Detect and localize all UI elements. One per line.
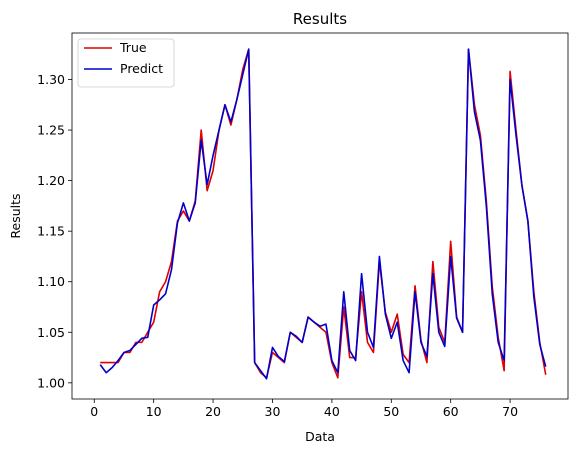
x-axis: 0 10 20 30 40 50 60 70: [90, 399, 518, 419]
y-tick-label: 1.10: [37, 274, 65, 289]
y-axis-label: Results: [8, 193, 23, 238]
chart-title: Results: [293, 10, 347, 28]
legend-box: [77, 38, 175, 88]
x-tick-label: 40: [324, 404, 340, 419]
x-tick-label: 70: [502, 404, 518, 419]
x-tick-label: 20: [205, 404, 221, 419]
series-line-true: [100, 48, 547, 379]
plot-area: [99, 48, 547, 380]
x-tick-label: 30: [265, 404, 281, 419]
series-line-predict: [99, 48, 547, 380]
y-axis: 1.00 1.05 1.10 1.15 1.20 1.25 1.30: [37, 72, 72, 390]
y-tick-label: 1.20: [37, 173, 65, 188]
x-axis-label: Data: [305, 429, 335, 444]
y-tick-label: 1.25: [37, 123, 65, 138]
legend-label-predict: Predict: [120, 61, 163, 76]
x-tick-label: 0: [90, 404, 98, 419]
legend: True Predict: [77, 38, 175, 88]
y-tick-label: 1.00: [37, 375, 65, 390]
legend-label-true: True: [119, 40, 147, 55]
y-tick-label: 1.15: [37, 224, 65, 239]
x-tick-label: 10: [146, 404, 162, 419]
y-tick-label: 1.05: [37, 325, 65, 340]
x-tick-label: 60: [443, 404, 459, 419]
axes-frame: [71, 32, 569, 400]
y-tick-label: 1.30: [37, 72, 65, 87]
x-tick-label: 50: [383, 404, 399, 419]
